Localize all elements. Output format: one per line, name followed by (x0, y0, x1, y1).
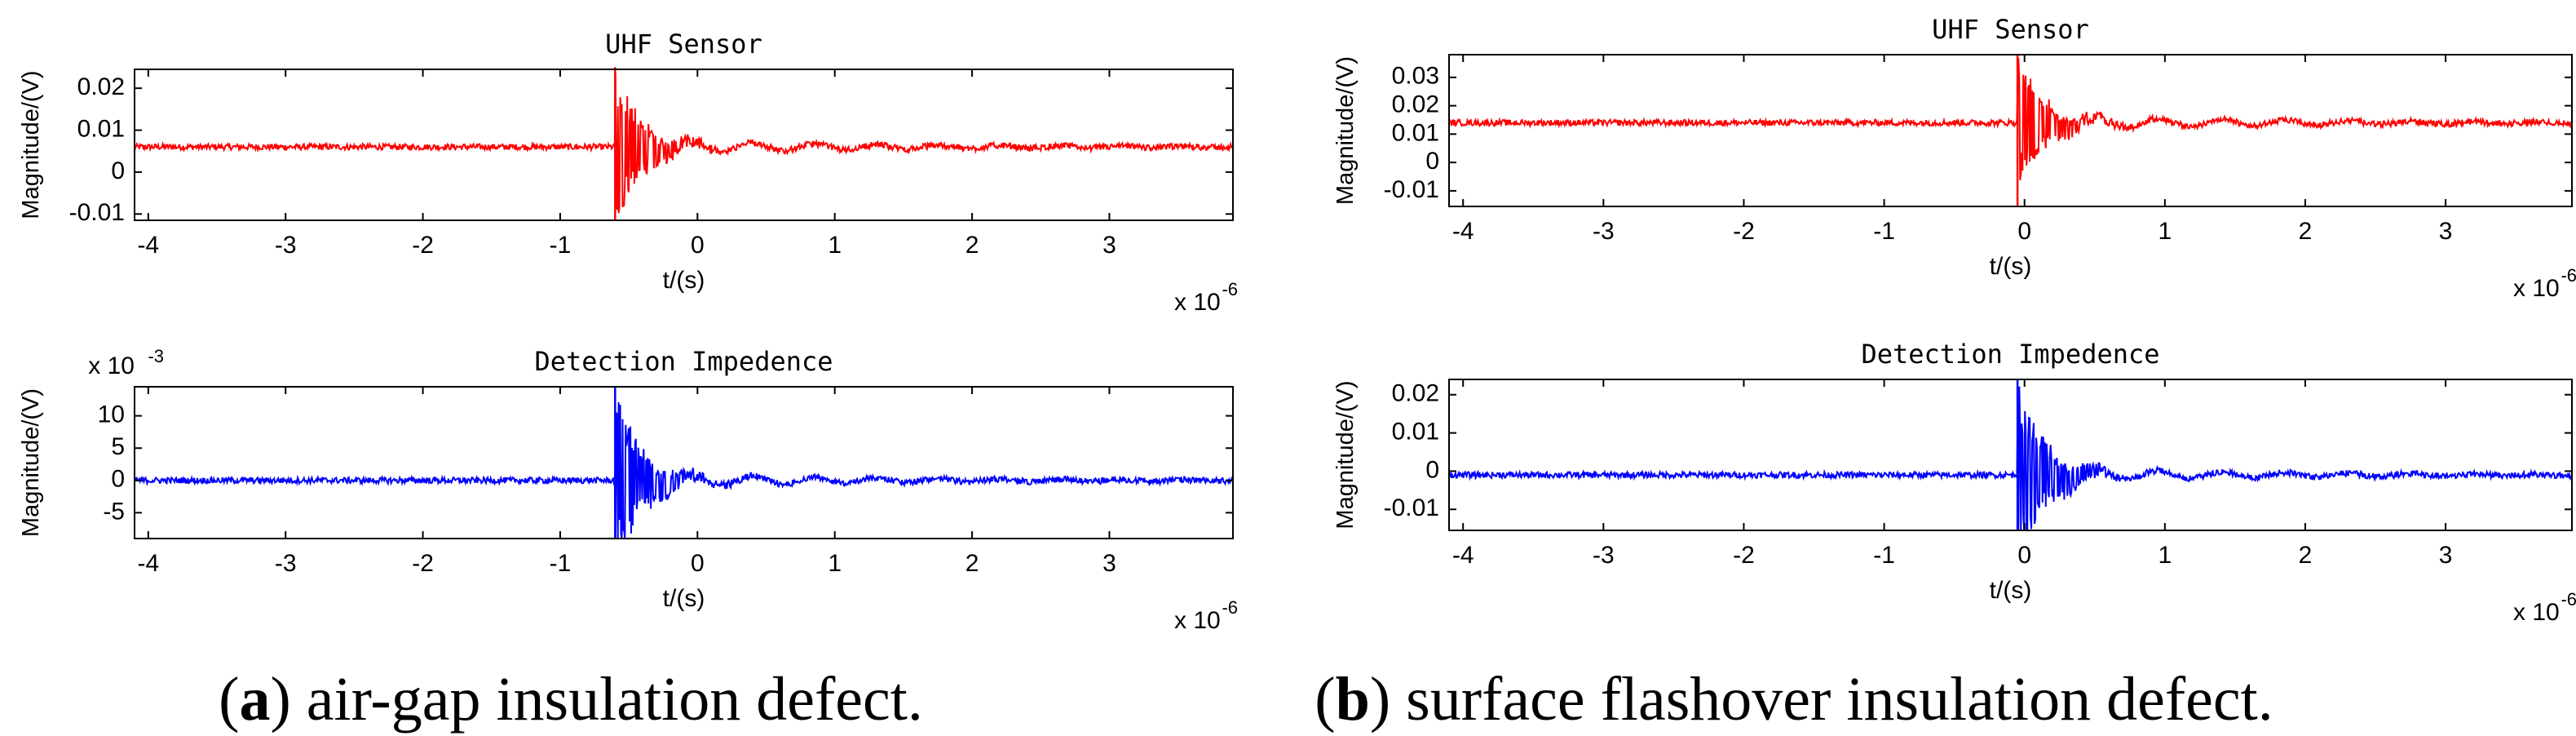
chart-2: -4 -3 -2 -1 0 1 2 3 -5 0 5 10 Detection Impedence t/(… (18, 346, 1238, 634)
x-tick-label: 3 (1102, 550, 1116, 577)
chart-title: UHF Sensor (1932, 14, 2089, 45)
x-tick-label: -3 (1593, 218, 1615, 245)
x-tick-label: -4 (1452, 218, 1474, 245)
x-tick-label: 2 (2299, 542, 2313, 569)
caption-b-close: ) (1369, 665, 1391, 734)
caption-b: (b) surface flashover insulation defect. (1223, 663, 2365, 736)
x-axis-label: t/(s) (663, 585, 705, 612)
caption-b-text: surface flashover insulation defect. (1390, 665, 2273, 734)
x-tick-label: -4 (137, 232, 159, 259)
y-tick-label: 0.01 (1392, 119, 1439, 146)
x-tick-label: 1 (2158, 218, 2172, 245)
plot-frame-3 (1448, 54, 2573, 207)
x-tick-label: -1 (550, 550, 572, 577)
chart-1: -4 -3 -2 -1 0 1 2 3 -0.01 0 0.01 0.02 UHF Sensor t/(s… (18, 29, 1238, 316)
y-axis-label: Magnitude/(V) (18, 70, 44, 219)
x-tick-label: -1 (550, 232, 572, 259)
y-tick-label: 0.02 (77, 73, 125, 100)
x-tick-label: 2 (965, 232, 979, 259)
caption-b-open: ( (1315, 665, 1336, 734)
chart-title: UHF Sensor (605, 29, 762, 60)
x-tick-label: 1 (828, 232, 842, 259)
y-tick-label: 0.01 (1392, 418, 1439, 445)
x-tick-label: -3 (1593, 542, 1615, 569)
x-axis-label: t/(s) (1990, 253, 2032, 280)
x-axis-exponent: -6 (2561, 265, 2576, 286)
x-tick-label: -2 (1733, 542, 1755, 569)
y-tick-label: 0 (111, 157, 125, 184)
x-tick-label: 2 (2299, 218, 2313, 245)
chart-4: -4 -3 -2 -1 0 1 2 3 -0.01 0 0.01 0.02 Detection Impe… (1332, 339, 2576, 626)
signal-trace-2 (134, 401, 1234, 539)
plot-frame-2 (134, 386, 1234, 539)
x-tick-label: -4 (1452, 542, 1474, 569)
x-tick-label: -1 (1873, 542, 1895, 569)
x-tick-label: -3 (275, 550, 297, 577)
y-axis-multiplier: x 10 (88, 352, 135, 379)
caption-a-open: ( (219, 665, 240, 734)
x-tick-label: 1 (828, 550, 842, 577)
y-tick-label: 0.03 (1392, 63, 1439, 90)
y-tick-label: 5 (111, 433, 125, 460)
x-axis-label: t/(s) (663, 267, 705, 294)
y-tick-label: 0.01 (77, 115, 125, 142)
y-tick-label: 0 (1425, 456, 1439, 483)
caption-a: (a) air-gap insulation defect. (0, 663, 1142, 736)
caption-a-letter: a (239, 665, 271, 734)
x-axis-multiplier: x 10 (1174, 607, 1221, 634)
x-tick-label: 0 (2017, 542, 2031, 569)
x-tick-label: -4 (137, 550, 159, 577)
chart-title: Detection Impedence (534, 346, 833, 377)
x-axis-multiplier: x 10 (1174, 289, 1221, 316)
y-axis-label: Magnitude/(V) (18, 388, 44, 537)
x-tick-label: -2 (412, 550, 434, 577)
x-tick-label: -2 (412, 232, 434, 259)
x-tick-label: 2 (965, 550, 979, 577)
caption-a-text: air-gap insulation defect. (290, 665, 923, 734)
x-tick-label: -3 (275, 232, 297, 259)
x-axis-multiplier: x 10 (2513, 275, 2560, 302)
x-tick-label: 3 (2439, 218, 2453, 245)
y-tick-label: 0.02 (1392, 380, 1439, 407)
x-tick-label: 3 (2439, 542, 2453, 569)
y-tick-label: 0 (111, 466, 125, 493)
signal-trace-1 (134, 73, 1234, 214)
signal-trace-4 (1448, 386, 2573, 532)
x-tick-label: -2 (1733, 218, 1755, 245)
x-tick-label: 0 (691, 232, 705, 259)
plot-frame-4 (1448, 379, 2573, 531)
x-tick-label: 0 (2017, 218, 2031, 245)
x-axis-exponent: -6 (1222, 597, 1238, 618)
y-tick-label: -0.01 (69, 199, 125, 226)
x-tick-label: -1 (1873, 218, 1895, 245)
y-axis-label: Magnitude/(V) (1332, 380, 1359, 529)
y-axis-label: Magnitude/(V) (1332, 56, 1359, 205)
x-tick-label: 0 (691, 550, 705, 577)
y-tick-label: -0.01 (1384, 176, 1439, 203)
signal-trace-3 (1448, 58, 2573, 181)
x-tick-label: 1 (2158, 542, 2172, 569)
y-tick-label: 0.02 (1392, 91, 1439, 118)
x-axis-multiplier: x 10 (2513, 599, 2560, 626)
y-tick-label: -5 (103, 498, 125, 525)
y-tick-label: 0 (1425, 148, 1439, 175)
x-axis-label: t/(s) (1990, 577, 2032, 604)
caption-b-letter: b (1335, 665, 1370, 734)
y-tick-label: 10 (98, 401, 125, 428)
caption-a-close: ) (270, 665, 291, 734)
x-tick-label: 3 (1102, 232, 1116, 259)
x-axis-exponent: -6 (1222, 279, 1238, 299)
chart-title: Detection Impedence (1861, 339, 2159, 370)
x-axis-exponent: -6 (2561, 589, 2576, 610)
y-tick-label: -0.01 (1384, 494, 1439, 521)
y-axis-exponent: -3 (148, 346, 164, 366)
plot-frame-1 (134, 69, 1234, 221)
